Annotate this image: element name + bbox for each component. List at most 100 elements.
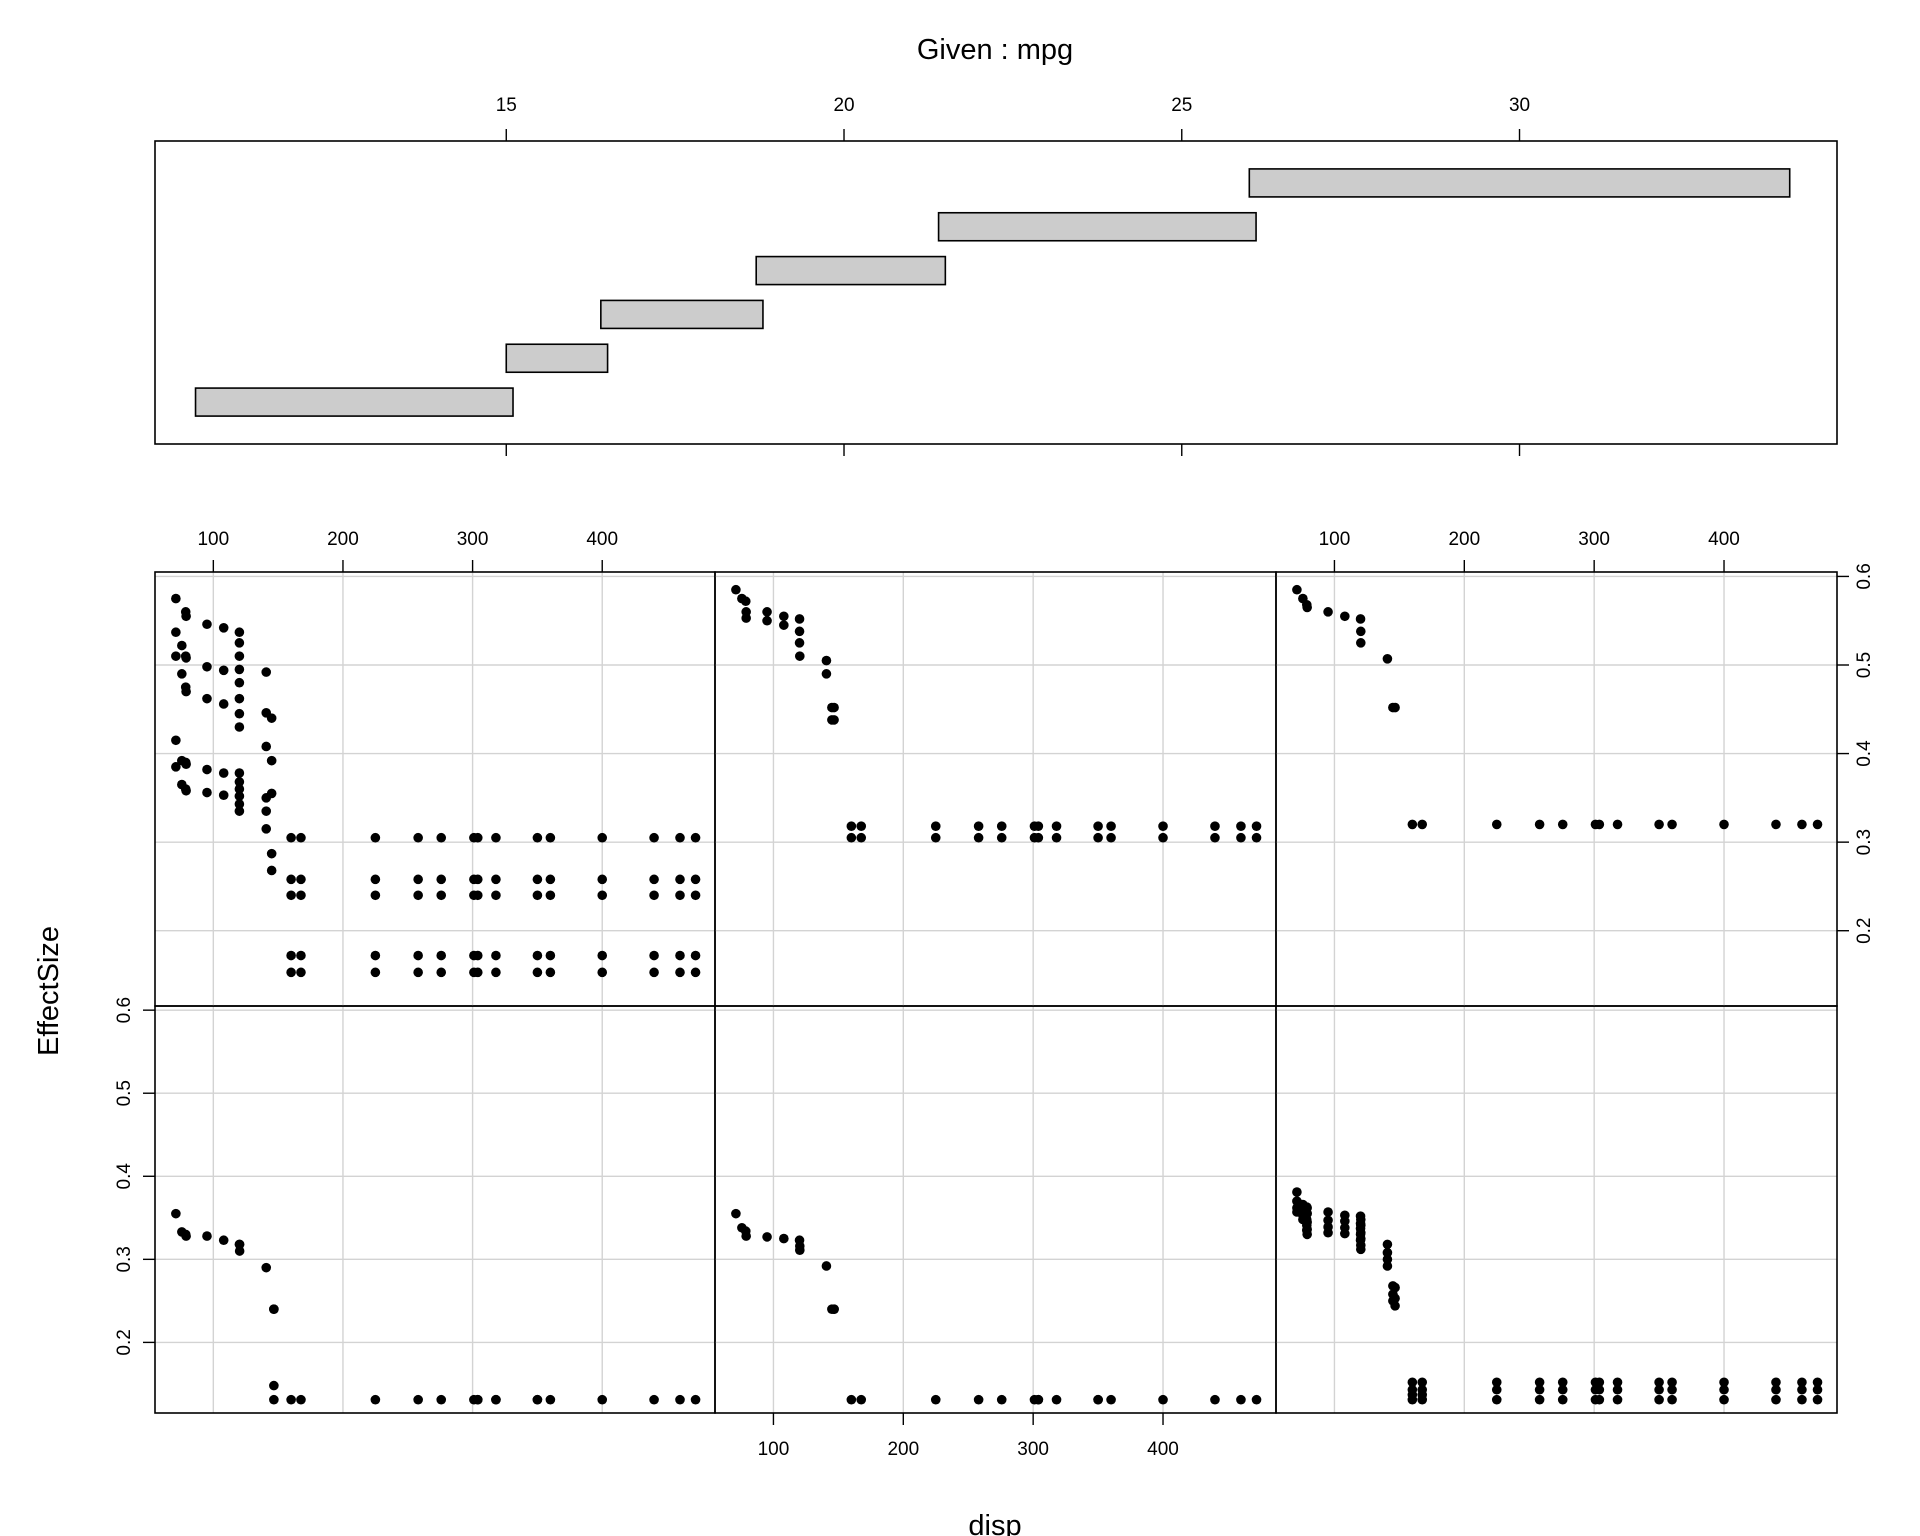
data-point bbox=[675, 874, 685, 885]
data-point bbox=[1355, 1233, 1366, 1244]
data-point bbox=[794, 1245, 805, 1255]
data-point bbox=[1340, 1228, 1350, 1239]
data-point bbox=[1292, 1187, 1302, 1197]
data-point bbox=[1557, 1377, 1568, 1388]
data-point bbox=[370, 890, 381, 901]
data-point bbox=[675, 832, 685, 843]
panel-frame bbox=[1275, 1005, 1838, 1414]
data-point bbox=[1797, 1394, 1807, 1405]
data-point bbox=[1771, 819, 1781, 830]
data-point bbox=[181, 653, 191, 663]
data-point bbox=[1612, 819, 1623, 830]
x-tick-label: 400 bbox=[1708, 529, 1740, 550]
data-point bbox=[1390, 1301, 1400, 1311]
data-point bbox=[1407, 1394, 1418, 1405]
data-point bbox=[1491, 1377, 1502, 1388]
data-point bbox=[491, 832, 501, 843]
data-point bbox=[234, 784, 245, 794]
data-point bbox=[690, 890, 701, 901]
data-point bbox=[1719, 1377, 1729, 1388]
y-tick-label: 0.6 bbox=[1854, 563, 1875, 589]
data-point bbox=[690, 832, 701, 843]
data-point bbox=[741, 613, 751, 623]
data-point bbox=[532, 890, 543, 901]
data-point bbox=[218, 699, 229, 709]
given-interval-bar bbox=[194, 387, 514, 417]
data-point bbox=[1033, 821, 1044, 831]
x-tick-label: 200 bbox=[887, 1439, 919, 1460]
data-point bbox=[1771, 1377, 1781, 1388]
data-point bbox=[218, 790, 229, 800]
data-point bbox=[1302, 1217, 1312, 1227]
data-point bbox=[1323, 607, 1333, 617]
data-point bbox=[370, 967, 381, 978]
data-point bbox=[1158, 832, 1168, 843]
data-point bbox=[1654, 1377, 1664, 1388]
data-point bbox=[996, 832, 1007, 843]
data-point bbox=[930, 821, 941, 831]
data-point bbox=[234, 677, 245, 688]
data-point bbox=[286, 832, 296, 843]
data-point bbox=[413, 890, 423, 901]
data-point bbox=[413, 832, 423, 843]
y-tick-label: 0.4 bbox=[114, 1163, 135, 1190]
data-point bbox=[370, 950, 381, 961]
given-tick-label: 25 bbox=[1171, 95, 1192, 116]
data-point bbox=[597, 874, 608, 885]
data-point bbox=[286, 1394, 296, 1405]
data-point bbox=[1812, 1394, 1823, 1405]
y-tick-label: 0.5 bbox=[1854, 652, 1875, 678]
data-point bbox=[1594, 1377, 1605, 1388]
data-point bbox=[1612, 1394, 1623, 1405]
data-point bbox=[234, 651, 245, 661]
data-point bbox=[177, 640, 187, 651]
given-interval-bar bbox=[600, 299, 764, 330]
data-point bbox=[234, 664, 245, 675]
data-point bbox=[1407, 819, 1418, 830]
data-point bbox=[266, 788, 277, 799]
data-point bbox=[472, 890, 483, 901]
data-point bbox=[762, 607, 772, 617]
data-point bbox=[1534, 1377, 1545, 1388]
data-point bbox=[597, 832, 608, 843]
data-point bbox=[261, 824, 272, 834]
data-point bbox=[491, 967, 501, 978]
data-point bbox=[472, 832, 483, 843]
data-point bbox=[286, 874, 296, 885]
data-point bbox=[370, 832, 381, 843]
data-point bbox=[1594, 1384, 1605, 1395]
data-point bbox=[532, 950, 543, 961]
data-point bbox=[1355, 626, 1366, 637]
x-axis-title: disp bbox=[968, 1510, 1021, 1536]
data-point bbox=[472, 967, 483, 978]
data-point bbox=[202, 619, 212, 630]
data-point bbox=[675, 1394, 685, 1405]
data-point bbox=[1534, 819, 1545, 830]
data-point bbox=[597, 950, 608, 961]
data-point bbox=[1654, 1394, 1664, 1405]
data-point bbox=[234, 1239, 245, 1250]
data-point bbox=[181, 785, 191, 796]
given-interval-bar bbox=[1248, 168, 1791, 198]
data-point bbox=[731, 584, 741, 595]
data-point bbox=[829, 702, 839, 713]
data-point bbox=[1251, 1394, 1262, 1405]
given-interval-bar bbox=[937, 211, 1257, 242]
data-point bbox=[202, 661, 212, 672]
data-point bbox=[1771, 1384, 1781, 1395]
data-point bbox=[472, 1394, 483, 1405]
data-point bbox=[930, 1394, 941, 1405]
x-tick-label: 300 bbox=[1578, 529, 1610, 550]
data-point bbox=[1340, 1216, 1350, 1226]
data-point bbox=[545, 950, 556, 961]
data-point bbox=[1667, 819, 1677, 830]
panel-frame bbox=[154, 1005, 716, 1414]
x-tick-label: 300 bbox=[457, 529, 489, 550]
data-point bbox=[846, 1394, 857, 1405]
data-point bbox=[1093, 821, 1103, 831]
data-point bbox=[779, 611, 789, 622]
panel-2: 100 200 300 400 bbox=[714, 1005, 1277, 1460]
data-point bbox=[1417, 819, 1428, 830]
data-point bbox=[1033, 1394, 1044, 1405]
data-point bbox=[1390, 702, 1400, 713]
